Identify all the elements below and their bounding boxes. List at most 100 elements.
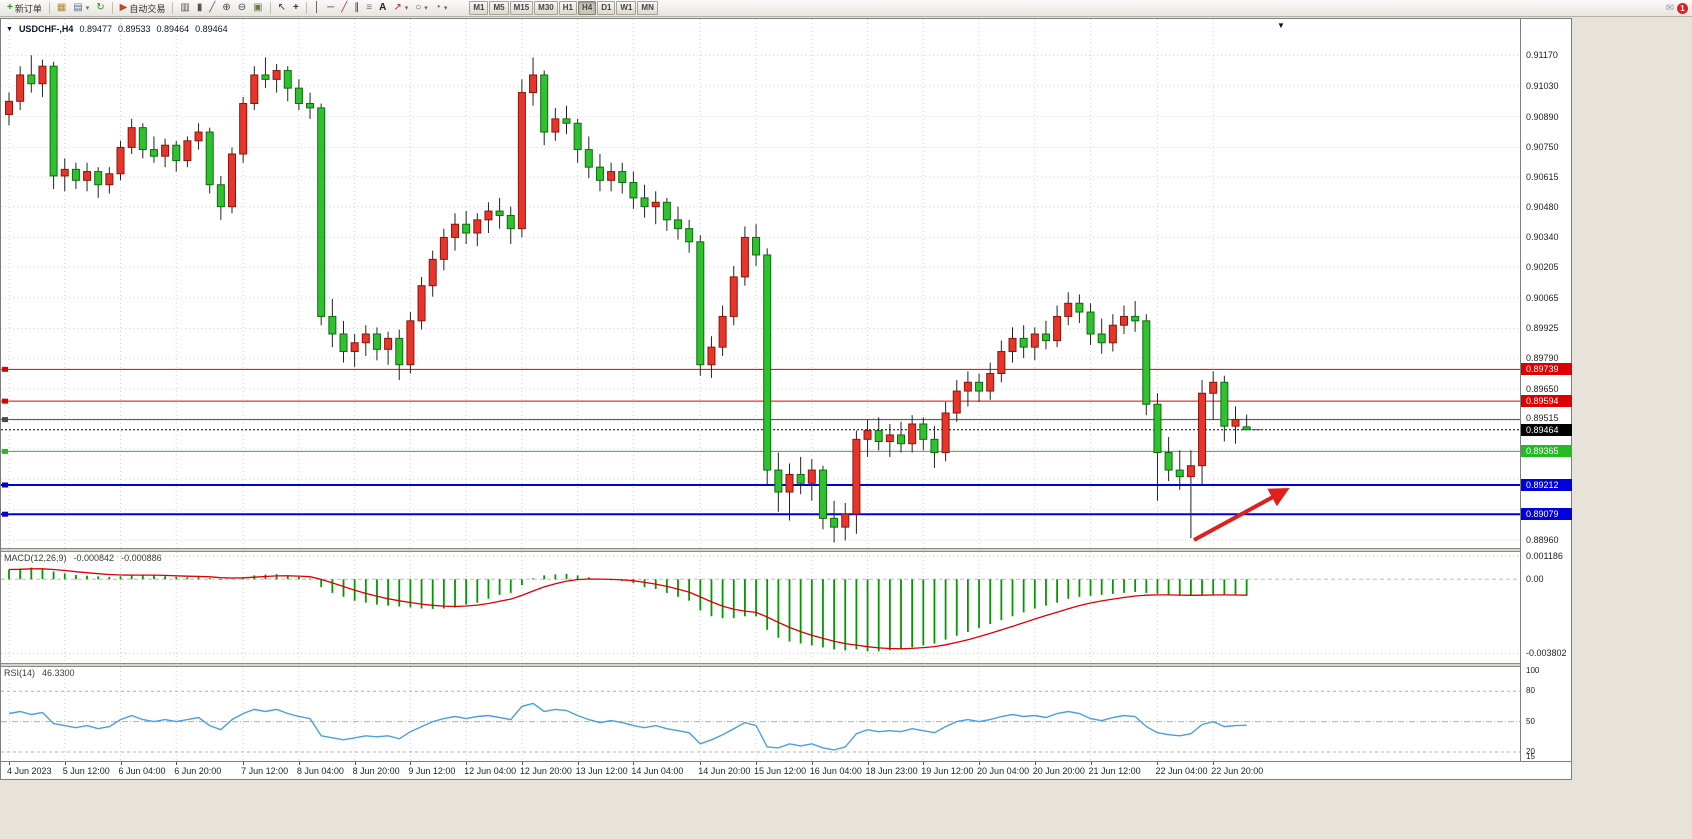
price-tick-label: 0.91170 bbox=[1526, 50, 1558, 61]
rsi-chart[interactable] bbox=[1, 667, 1520, 761]
candle-body bbox=[1198, 392, 1207, 467]
ohlc-low: 0.89464 bbox=[156, 24, 190, 34]
timeframe-h1[interactable]: H1 bbox=[558, 1, 577, 15]
toolbar-separator bbox=[111, 2, 113, 14]
time-tick bbox=[521, 762, 523, 765]
autotrade-button[interactable]: ▶ 自动交易 bbox=[117, 1, 169, 15]
chart-title: ▼ USDCHF-,H4 0.89477 0.89533 0.89464 0.8… bbox=[6, 24, 228, 34]
candlestick-button[interactable]: ▮ bbox=[194, 1, 206, 15]
text-label-button[interactable]: A bbox=[376, 1, 389, 15]
trend-arrow-annotation[interactable] bbox=[1193, 487, 1290, 542]
chart-window: ▼ USDCHF-,H4 0.89477 0.89533 0.89464 0.8… bbox=[0, 18, 1572, 780]
chart-shift-marker[interactable]: ▼ bbox=[1277, 21, 1285, 30]
time-label: 4 Jun 2023 bbox=[7, 766, 52, 776]
candle-body bbox=[94, 171, 103, 186]
candle-body bbox=[116, 146, 125, 175]
price-badge[interactable]: 0.89594 bbox=[1521, 395, 1572, 408]
timeframe-m30[interactable]: M30 bbox=[534, 1, 558, 15]
line-handle[interactable] bbox=[2, 366, 8, 372]
price-badge[interactable]: 0.89079 bbox=[1521, 508, 1572, 521]
macd-chart[interactable] bbox=[1, 552, 1520, 663]
candle-body bbox=[1153, 403, 1162, 454]
macd-pane[interactable]: MACD(12,26,9) -0.000842 -0.000886 bbox=[1, 552, 1520, 663]
new-order-icon: + bbox=[7, 2, 13, 13]
trendline-button[interactable]: ╱ bbox=[338, 1, 350, 15]
pane-divider[interactable] bbox=[1, 548, 1571, 552]
timeframe-m1[interactable]: M1 bbox=[469, 1, 489, 15]
line-handle[interactable] bbox=[2, 511, 8, 517]
candle-body bbox=[417, 285, 426, 322]
tile-windows-button[interactable]: ▣ bbox=[250, 1, 265, 15]
symbol-collapse-icon[interactable]: ▼ bbox=[6, 25, 13, 33]
timeframe-h4[interactable]: H4 bbox=[577, 1, 597, 15]
candle-body bbox=[975, 381, 984, 392]
pane-divider[interactable] bbox=[1, 663, 1571, 667]
candle-body bbox=[1053, 315, 1062, 342]
time-label: 13 Jun 12:00 bbox=[575, 766, 628, 776]
timeframe-mn[interactable]: MN bbox=[637, 1, 658, 15]
timeframe-m5[interactable]: M5 bbox=[489, 1, 509, 15]
bar-chart-button[interactable]: ▥ bbox=[177, 1, 192, 15]
vertical-line-button[interactable]: │ bbox=[311, 1, 323, 15]
price-tick-label: 0.90615 bbox=[1526, 172, 1559, 183]
price-axis[interactable]: 0.91170 0.91030 0.90890 0.90750 0.90615 0.904… bbox=[1520, 19, 1572, 761]
price-tick-label: 0.90750 bbox=[1526, 142, 1559, 153]
price-badge[interactable]: 0.89212 bbox=[1521, 479, 1572, 491]
crosshair-button[interactable]: + bbox=[290, 1, 302, 15]
candle-body bbox=[83, 171, 92, 181]
candle-body bbox=[1019, 337, 1028, 348]
candle-body bbox=[674, 219, 682, 230]
candle-body bbox=[462, 223, 471, 234]
candle-body bbox=[172, 144, 181, 162]
macd-signal-value: -0.000886 bbox=[121, 553, 162, 563]
candle-body bbox=[952, 390, 961, 414]
timeframe-d1[interactable]: D1 bbox=[597, 1, 616, 15]
candlestick-chart[interactable] bbox=[1, 19, 1520, 548]
autotrade-icon: ▶ bbox=[119, 2, 128, 13]
line-handle[interactable] bbox=[2, 448, 8, 454]
candle-body bbox=[495, 210, 504, 216]
fibonacci-button[interactable]: ≡ bbox=[363, 1, 375, 15]
cursor-icon: ↖ bbox=[277, 2, 287, 13]
line-handle[interactable] bbox=[2, 482, 8, 488]
channel-button[interactable]: ∥ bbox=[351, 1, 362, 15]
mail-icon[interactable]: ✉ bbox=[1665, 2, 1674, 14]
arrow-tool-button[interactable]: ↗ ▾ bbox=[390, 1, 411, 15]
candle-body bbox=[662, 201, 671, 221]
profiles-button[interactable]: ▤ ▾ bbox=[70, 1, 92, 15]
timeframe-w1[interactable]: W1 bbox=[616, 1, 637, 15]
notification-badge[interactable]: 1 bbox=[1677, 2, 1688, 14]
period-button[interactable]: ◔ ▾ bbox=[432, 1, 451, 15]
line-handle[interactable] bbox=[2, 398, 8, 404]
horizontal-line-button[interactable]: ─ bbox=[324, 1, 337, 15]
time-label: 21 Jun 12:00 bbox=[1088, 766, 1141, 776]
time-axis[interactable]: 4 Jun 2023 5 Jun 12:00 6 Jun 04:00 6 Jun 20… bbox=[1, 761, 1571, 779]
rsi-pane[interactable]: RSI(14) 46.3300 bbox=[1, 667, 1520, 761]
line-handle[interactable] bbox=[2, 417, 8, 423]
zoom-out-button[interactable]: ⊖ bbox=[235, 1, 249, 15]
candle-body bbox=[529, 74, 538, 94]
shapes-button[interactable]: ○ ▾ bbox=[412, 1, 431, 15]
charts-window-button[interactable]: ▦ bbox=[54, 1, 69, 15]
price-tick-label: 0.90065 bbox=[1526, 292, 1559, 303]
timeframe-m15[interactable]: M15 bbox=[509, 1, 534, 15]
candle-body bbox=[607, 171, 616, 181]
new-order-button[interactable]: + 新订单 bbox=[4, 1, 45, 15]
line-chart-button[interactable]: ╱ bbox=[206, 1, 218, 15]
time-label: 5 Jun 12:00 bbox=[62, 766, 110, 776]
shapes-icon: ○ bbox=[415, 2, 422, 13]
candle-body bbox=[908, 423, 917, 445]
time-tick bbox=[410, 762, 412, 765]
price-badge[interactable]: 0.89464 bbox=[1521, 423, 1572, 436]
candle-body bbox=[372, 333, 381, 350]
candle-body bbox=[328, 315, 337, 335]
price-badge[interactable]: 0.89739 bbox=[1521, 363, 1572, 376]
candle-body bbox=[183, 140, 192, 162]
price-badge[interactable]: 0.89365 bbox=[1521, 445, 1572, 458]
price-pane[interactable]: ▼ USDCHF-,H4 0.89477 0.89533 0.89464 0.8… bbox=[1, 19, 1520, 548]
candle-body bbox=[963, 381, 972, 392]
cursor-button[interactable]: ↖ bbox=[275, 1, 289, 15]
zoom-in-button[interactable]: ⊕ bbox=[219, 1, 233, 15]
main-toolbar: + 新订单 ▦ ▤ ▾ ↻ ▶ 自动交易 ▥ ▮ ╱ ⊕ ⊖ ▣ ↖ + │ ─ … bbox=[0, 0, 1692, 17]
refresh-button[interactable]: ↻ bbox=[93, 1, 107, 15]
